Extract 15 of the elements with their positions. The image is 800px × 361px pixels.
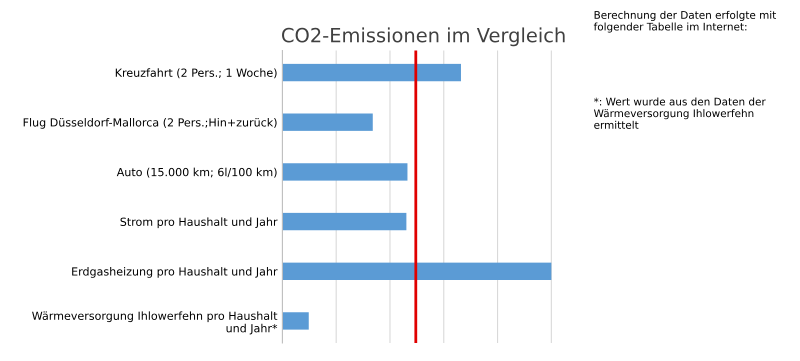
bar [282,64,461,82]
chart-title: CO2-Emissionen im Vergleich [282,27,565,46]
y-tick-label: Auto (15.000 km; 6l/100 km) [116,168,277,178]
bar [282,212,406,230]
text: *: Wert wurde aus den Daten der Wärmeversorgung Ihlowerfehn ermittelt [594,97,766,129]
bar [282,312,309,330]
text: Berechnung der Daten erfolgte mit folgender Tabelle im Internet: [594,10,776,33]
bar [282,114,373,131]
y-tick-label: Kreuzfahrt (2 Pers.; 1 Woche) [116,68,277,78]
bar [282,163,408,181]
y-tick-label: Strom pro Haushalt und Jahr [120,217,278,228]
y-tick-label: Wärmeversorgung Ihlowerfehn pro Haushalt und Jahr* [32,311,278,334]
y-tick-label: Erdgasheizung pro Haushalt und Jahr [72,267,278,278]
y-tick-label: Flug Düsseldorf-Mallorca (2 Pers.;Hin+zurück) [24,118,277,129]
bar [282,262,552,280]
